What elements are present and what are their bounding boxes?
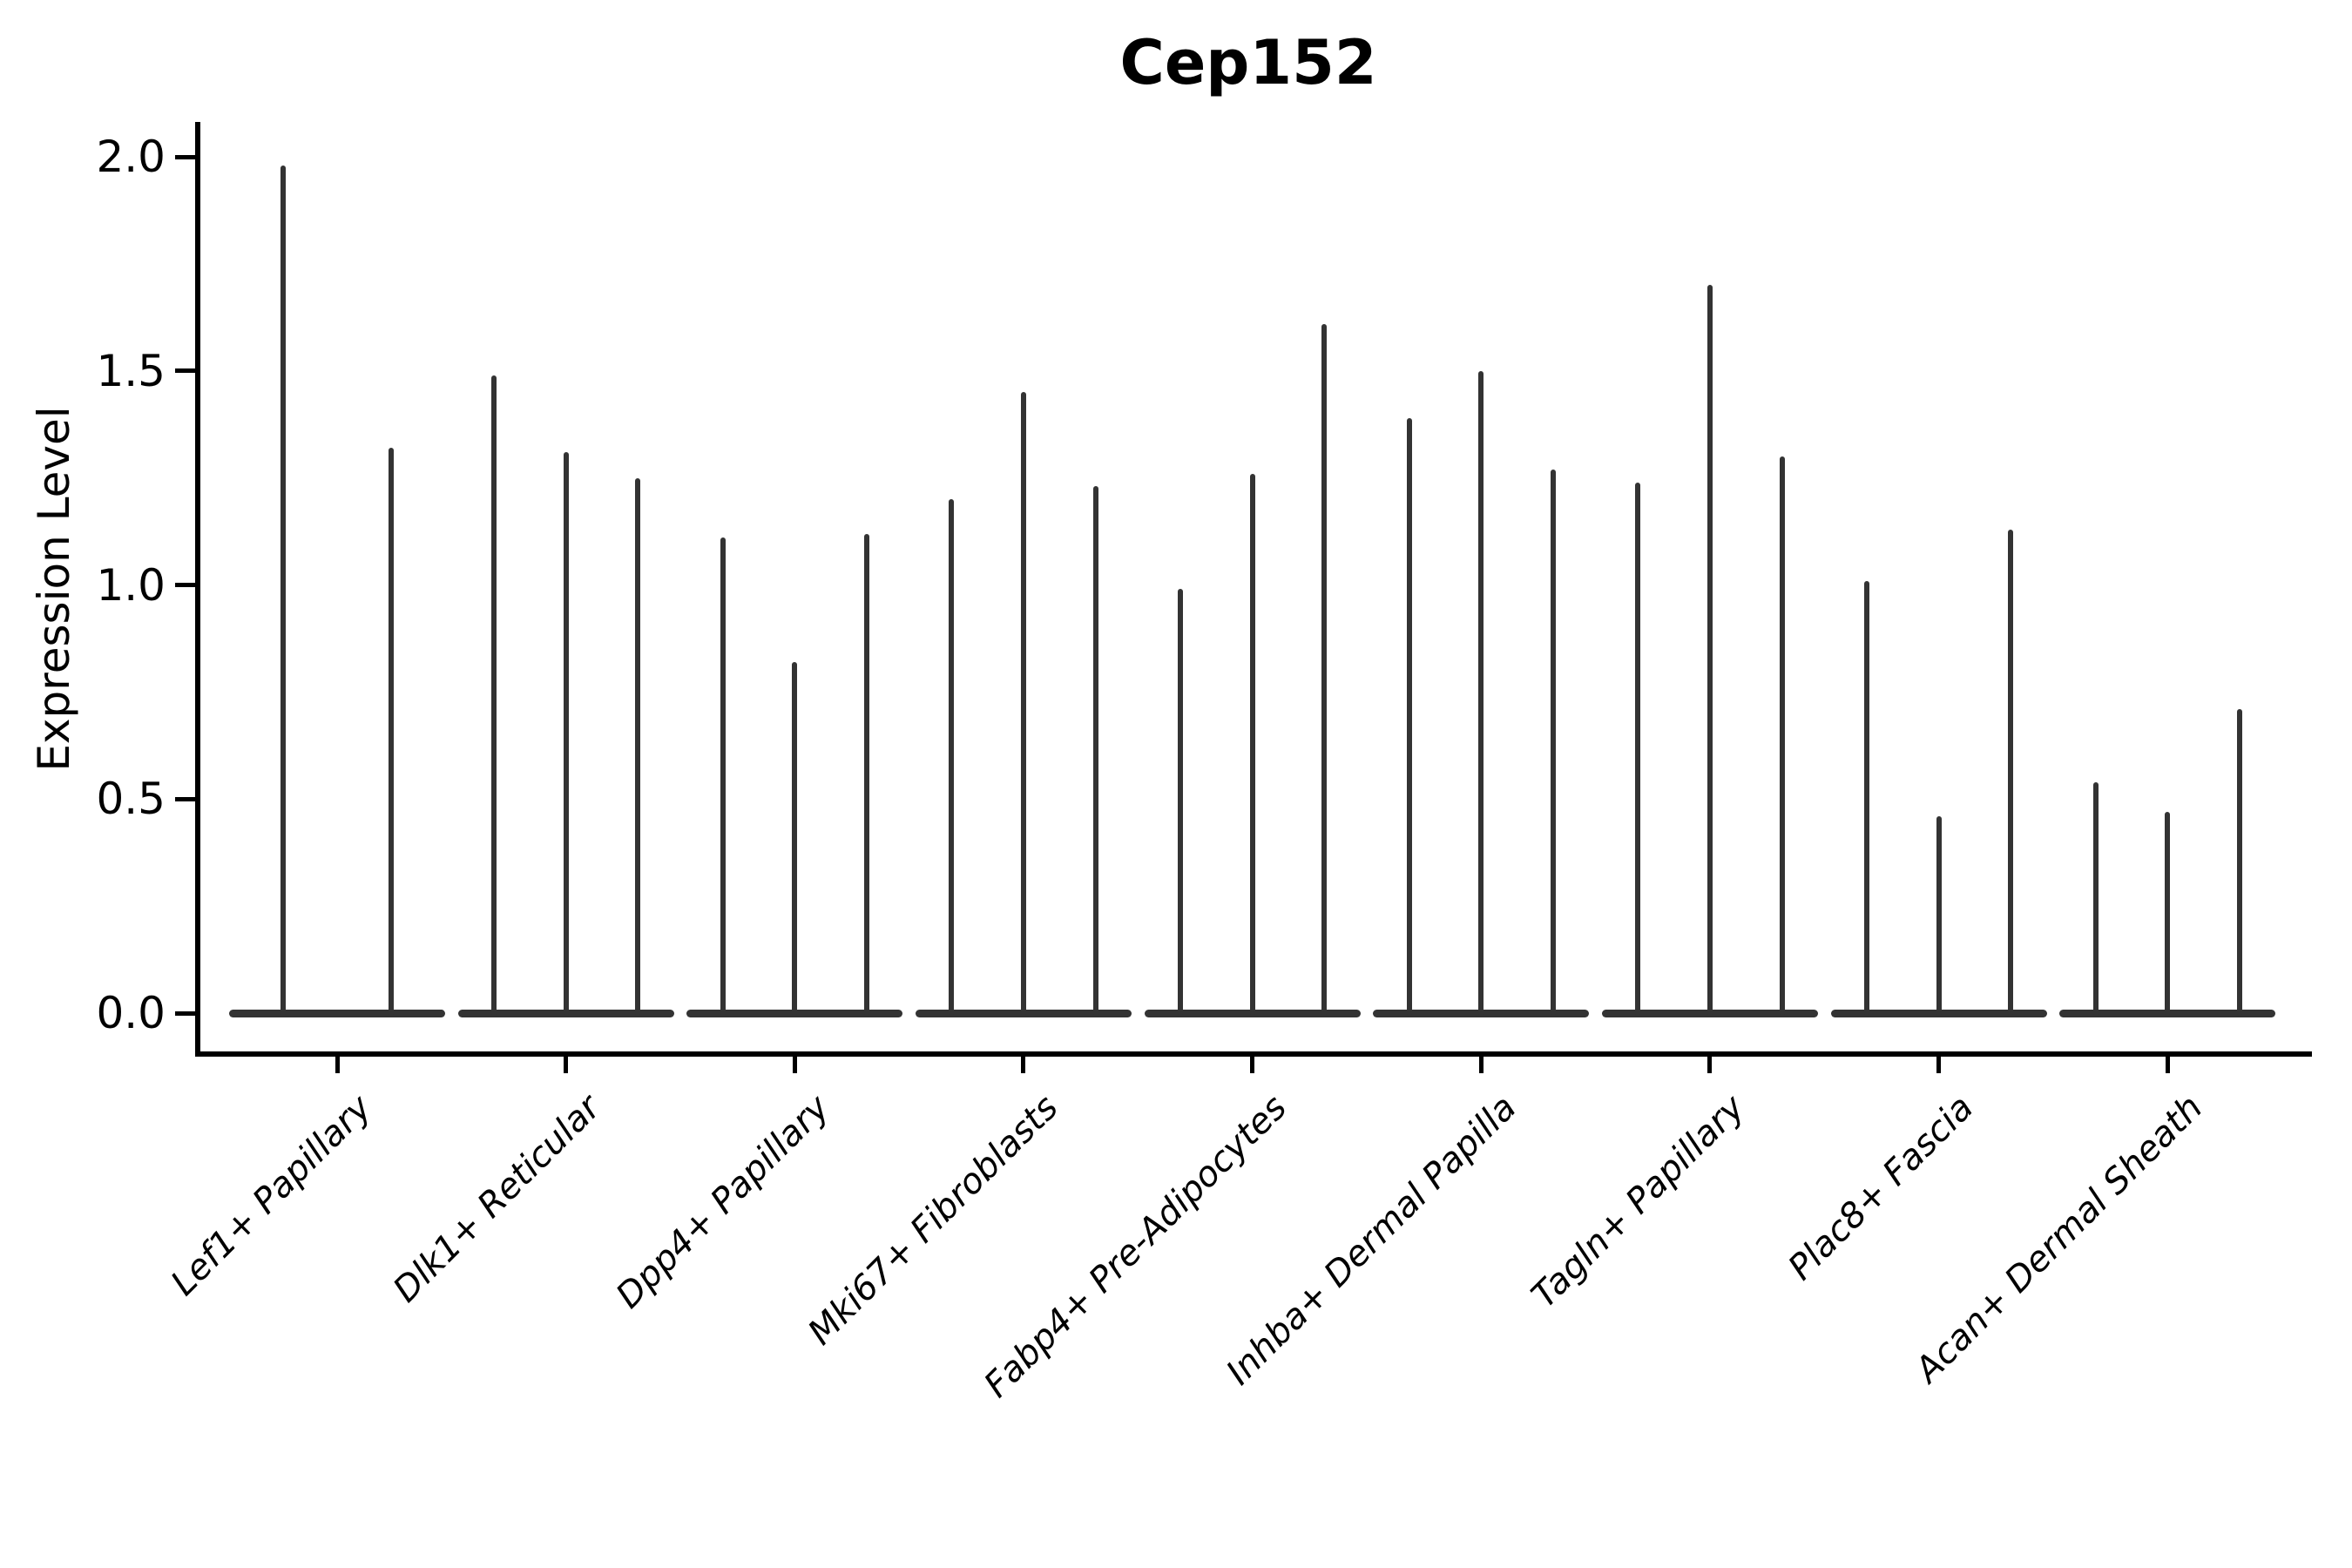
x-axis-spine (195, 1051, 2312, 1057)
violin-spike (1863, 580, 1869, 1017)
violin-spike (1020, 392, 1026, 1017)
violin-spike (1092, 486, 1098, 1017)
violin-spike (1779, 456, 1785, 1017)
x-tick-mark (2165, 1057, 2170, 1073)
violin-spike (490, 375, 497, 1017)
violin-spike (1478, 370, 1484, 1017)
y-tick-label: 1.5 (96, 345, 166, 396)
y-tick-label: 1.0 (96, 559, 166, 611)
y-tick-mark (175, 1010, 198, 1016)
violin-spike (863, 533, 869, 1017)
violin-spike (389, 448, 394, 1017)
violin-spike (1406, 417, 1412, 1017)
y-tick-label: 0.0 (96, 988, 166, 1038)
violin-spike (1707, 285, 1713, 1017)
violin-spike (1321, 323, 1328, 1017)
x-tick-label: Mki67+ Fibroblasts (801, 1087, 1066, 1353)
violin-spike (1936, 815, 1942, 1017)
x-tick-label: Lef1+ Papillary (163, 1087, 380, 1304)
x-tick-mark (1250, 1057, 1255, 1073)
violin-spike (2008, 529, 2014, 1017)
x-tick-label: Tagln+ Papillary (1524, 1087, 1753, 1316)
violin-spike (949, 499, 955, 1017)
violin-spike (563, 452, 569, 1017)
x-tick-mark (1021, 1057, 1026, 1073)
y-tick-mark (175, 154, 198, 159)
violin-spike (280, 165, 286, 1017)
violin-spike (1249, 473, 1255, 1017)
violin-spike (1635, 482, 1641, 1017)
violin-spike (2236, 709, 2242, 1017)
x-tick-label: Dpp4+ Papillary (608, 1087, 838, 1316)
violin-spike (2165, 811, 2171, 1017)
x-tick-label: Dlk1+ Reticular (386, 1087, 609, 1310)
violin-spike (1177, 589, 1183, 1017)
violin-base (229, 1009, 445, 1017)
violin-spike (1550, 469, 1556, 1017)
violin-spike (635, 477, 641, 1017)
x-tick-mark (1936, 1057, 1942, 1073)
x-tick-mark (1707, 1057, 1713, 1073)
y-tick-mark (175, 796, 198, 801)
y-axis-spine (195, 122, 200, 1057)
x-tick-label: Plac8+ Fascia (1781, 1087, 1982, 1288)
x-tick-mark (1478, 1057, 1484, 1073)
x-tick-mark (792, 1057, 797, 1073)
violin-spike (792, 661, 798, 1017)
violin-spike (2092, 781, 2099, 1017)
y-tick-mark (175, 368, 198, 374)
y-tick-mark (175, 583, 198, 587)
violin-spike (720, 537, 726, 1017)
y-tick-label: 0.5 (96, 774, 166, 825)
x-tick-mark (335, 1057, 340, 1073)
y-tick-label: 2.0 (96, 132, 166, 182)
chart-title: Cep152 (1119, 27, 1377, 98)
x-tick-mark (564, 1057, 569, 1073)
